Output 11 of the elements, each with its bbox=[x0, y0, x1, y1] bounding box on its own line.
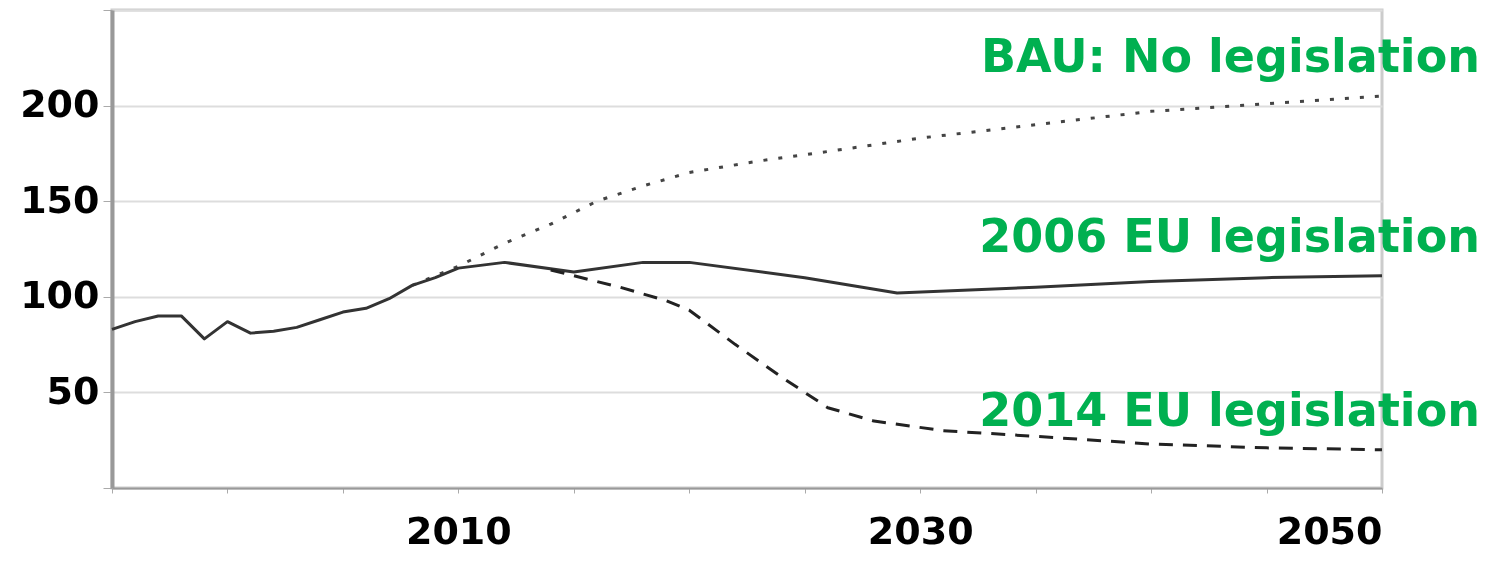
line-series bbox=[110, 260, 1384, 341]
series-label: 2006 EU legislation bbox=[979, 208, 1480, 263]
x-tick-label: 2030 bbox=[867, 508, 974, 553]
y-tick-label: 200 bbox=[20, 82, 100, 127]
x-tick-label: 2010 bbox=[405, 508, 512, 553]
y-tick-label: 150 bbox=[20, 177, 100, 222]
x-tick-label: 2050 bbox=[1276, 508, 1383, 553]
y-tick-label: 100 bbox=[20, 273, 100, 318]
series-label: BAU: No legislation bbox=[980, 29, 1480, 84]
series-label: 2014 EU legislation bbox=[979, 382, 1480, 437]
y-tick-label: 50 bbox=[46, 368, 100, 413]
